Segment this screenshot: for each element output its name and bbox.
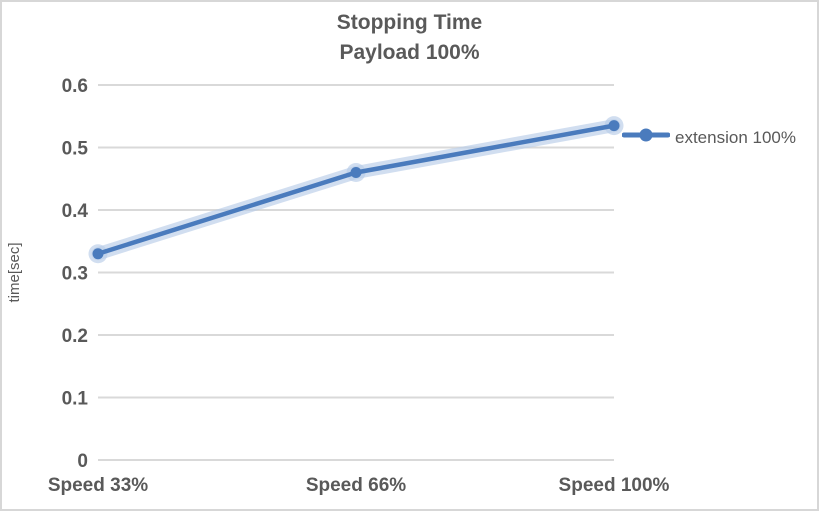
x-tick-label: Speed 33%: [48, 475, 148, 496]
legend: extension 100%: [621, 122, 796, 153]
chart-title: Stopping Time Payload 100%: [2, 8, 817, 68]
y-tick-label: 0: [77, 451, 88, 472]
data-point: [350, 167, 362, 178]
x-tick-label: Speed 100%: [559, 475, 670, 496]
y-tick-label: 0.1: [62, 389, 89, 410]
y-tick-label: 0.4: [62, 201, 89, 222]
x-tick-label: Speed 66%: [306, 475, 406, 496]
series-glow: [91, 119, 621, 261]
y-axis-title: time[sec]: [6, 242, 23, 302]
legend-label: extension 100%: [675, 127, 796, 147]
y-tick-label: 0.6: [62, 76, 88, 97]
y-tick-label: 0.5: [62, 139, 89, 160]
chart-title-line1: Stopping Time: [336, 11, 483, 34]
chart-title-line2: Payload 100%: [339, 41, 480, 64]
y-tick-label: 0.2: [62, 326, 88, 347]
legend-line-marker-icon: [621, 122, 671, 153]
data-point: [92, 248, 104, 260]
y-tick-label: 0.3: [62, 264, 88, 285]
legend-line-marker-icon: [621, 128, 671, 142]
data-point: [608, 120, 620, 132]
